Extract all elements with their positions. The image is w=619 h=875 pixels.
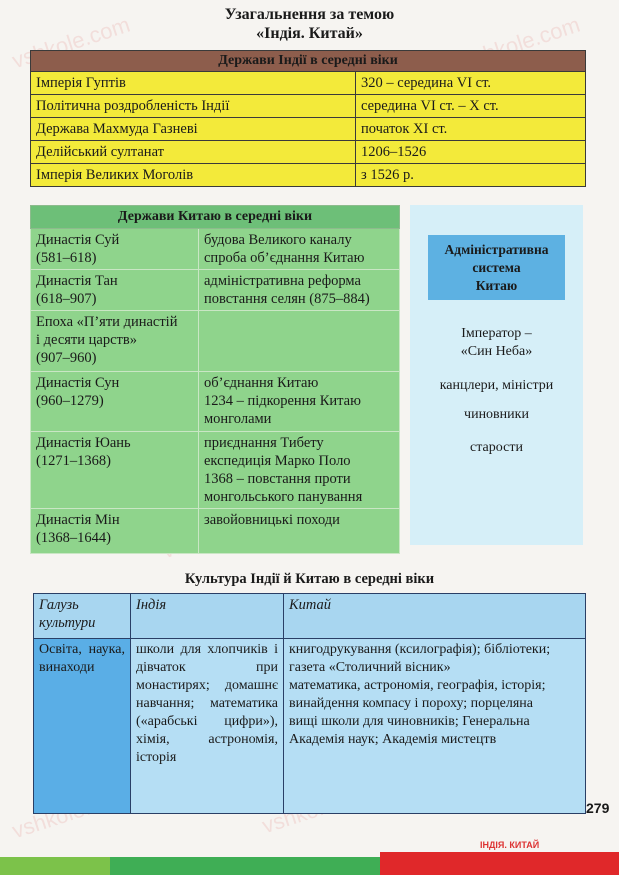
culture-table-title: Культура Індії й Китаю в середні віки [184, 571, 435, 587]
admin-level-emperor-title: «Син Неба» [460, 344, 533, 359]
admin-header-line: Китаю [475, 277, 518, 293]
column-header-china: Китай [283, 593, 586, 639]
culture-india: школи для хлопчиків і дівчаток при монас… [130, 638, 284, 814]
dynasty-cell: Династія Мін (1368–1644) [30, 508, 199, 554]
column-header-field: Галузь культури [33, 593, 131, 639]
event-line: спроба об’єднання Китаю [204, 250, 365, 266]
page-title: Узагальнення за темою [224, 6, 395, 23]
events-cell: будова Великого каналу спроба об’єднання … [198, 228, 400, 270]
events-cell [198, 310, 400, 372]
event-line: будова Великого каналу [204, 232, 352, 248]
table-row: Династія Юань (1271–1368) приєднання Тибет… [30, 431, 400, 509]
admin-level-emperor: Імператор – [461, 326, 532, 341]
footer-bar-red [380, 852, 619, 875]
dynasty-line: і десяти царств» [36, 332, 137, 348]
dynasty-line: Династія Мін [36, 512, 120, 528]
table-row: Династія Сун (960–1279) об’єднання Китаю 12… [30, 371, 400, 432]
events-cell: завойовницькі походи [198, 508, 400, 554]
page-subtitle: «Індія. Китай» [256, 25, 363, 42]
table-row: Делійський султанат 1206–1526 [30, 140, 586, 164]
dynasty-line: Династія Тан [36, 273, 118, 289]
events-cell: приєднання Тибету експедиція Марко Поло 13… [198, 431, 400, 509]
event-line: завойовницькі походи [204, 512, 340, 528]
dynasty-line: (907–960) [36, 350, 97, 366]
dynasty-cell: Династія Юань (1271–1368) [30, 431, 199, 509]
events-cell: об’єднання Китаю 1234 – підкорення Китаю м… [198, 371, 400, 432]
event-line: об’єднання Китаю [204, 375, 319, 391]
event-line: експедиція Марко Поло [204, 453, 351, 469]
admin-system-panel: Адміністративна система Китаю Імператор … [410, 205, 583, 545]
table-row: Освіта, наука, винаходи школи для хлопчи… [33, 638, 586, 814]
event-line: адміністративна реформа [204, 273, 361, 289]
event-line: монголами [204, 411, 272, 427]
india-states-table: Держави Індії в середні віки Імперія Гуп… [30, 50, 586, 187]
table-row: Династія Суй (581–618) будова Великого кан… [30, 228, 400, 270]
state-name: Держава Махмуда Газневі [30, 117, 356, 141]
event-line: повстання селян (875–884) [204, 291, 370, 307]
dynasty-cell: Династія Суй (581–618) [30, 228, 199, 270]
admin-header-line: система [472, 259, 521, 275]
table-row: Династія Тан (618–907) адміністративна реф… [30, 269, 400, 311]
state-name: Імперія Гуптів [30, 71, 356, 95]
running-title: ІНДІЯ. КИТАЙ [480, 840, 540, 850]
event-line: 1234 – підкорення Китаю [204, 393, 361, 409]
culture-china: книгодрукування (ксилографія); бібліотек… [283, 638, 586, 814]
state-period: початок XI ст. [355, 117, 586, 141]
dynasty-line: Епоха «П’яти династій [36, 314, 178, 330]
culture-field: Освіта, наука, винаходи [33, 638, 131, 814]
dynasty-line: (618–907) [36, 291, 97, 307]
china-table-header: Держави Китаю в середні віки [30, 205, 400, 229]
dynasty-line: (1368–1644) [36, 530, 111, 546]
table-row: Держава Махмуда Газневі початок XI ст. [30, 117, 586, 141]
dynasty-line: Династія Сун [36, 375, 120, 391]
state-name: Делійський султанат [30, 140, 356, 164]
china-culture-line: математика, астрономія, географія, істор… [289, 678, 546, 711]
dynasty-line: (960–1279) [36, 393, 104, 409]
china-states-table: Держави Китаю в середні віки Династія Су… [30, 205, 400, 554]
dynasty-line: Династія Юань [36, 435, 131, 451]
dynasty-line: Династія Суй [36, 232, 120, 248]
events-cell: адміністративна реформа повстання селян (… [198, 269, 400, 311]
table-row: Політична роздробленість Індії середина V… [30, 94, 586, 118]
footer-bar-green [110, 857, 380, 875]
page-number: 279 [586, 800, 610, 816]
state-period: середина VI ст. – X ст. [355, 94, 586, 118]
admin-system-header: Адміністративна система Китаю [428, 235, 565, 300]
admin-level-elders: старости [470, 440, 523, 455]
admin-header-line: Адміністративна [444, 241, 549, 257]
india-table-header: Держави Індії в середні віки [30, 50, 586, 72]
state-period: 320 – середина VI ст. [355, 71, 586, 95]
state-name: Імперія Великих Моголів [30, 163, 356, 187]
event-line: 1368 – повстання проти [204, 471, 351, 487]
table-row: Епоха «П’яти династій і десяти царств» (90… [30, 310, 400, 372]
admin-level-officials: чиновники [464, 407, 529, 422]
footer-bar-green-light [0, 857, 110, 875]
state-name: Політична роздробленість Індії [30, 94, 356, 118]
china-culture-line: вищі школи для чиновників; Генеральна Ак… [289, 714, 530, 747]
china-culture-line: книгодрукування (ксилографія); бібліотек… [289, 642, 551, 675]
admin-level-ministers: канцлери, міністри [439, 378, 554, 393]
dynasty-cell: Епоха «П’яти династій і десяти царств» (90… [30, 310, 199, 372]
state-period: 1206–1526 [355, 140, 586, 164]
dynasty-cell: Династія Тан (618–907) [30, 269, 199, 311]
table-row: Імперія Великих Моголів з 1526 р. [30, 163, 586, 187]
column-header-india: Індія [130, 593, 284, 639]
culture-table: Галузь культури Індія Китай Освіта, наук… [33, 593, 586, 814]
dynasty-line: (581–618) [36, 250, 97, 266]
table-row: Імперія Гуптів 320 – середина VI ст. [30, 71, 586, 95]
event-line: монгольського панування [204, 489, 363, 505]
state-period: з 1526 р. [355, 163, 586, 187]
table-row: Династія Мін (1368–1644) завойовницькі пох… [30, 508, 400, 554]
event-line: приєднання Тибету [204, 435, 324, 451]
dynasty-cell: Династія Сун (960–1279) [30, 371, 199, 432]
dynasty-line: (1271–1368) [36, 453, 111, 469]
